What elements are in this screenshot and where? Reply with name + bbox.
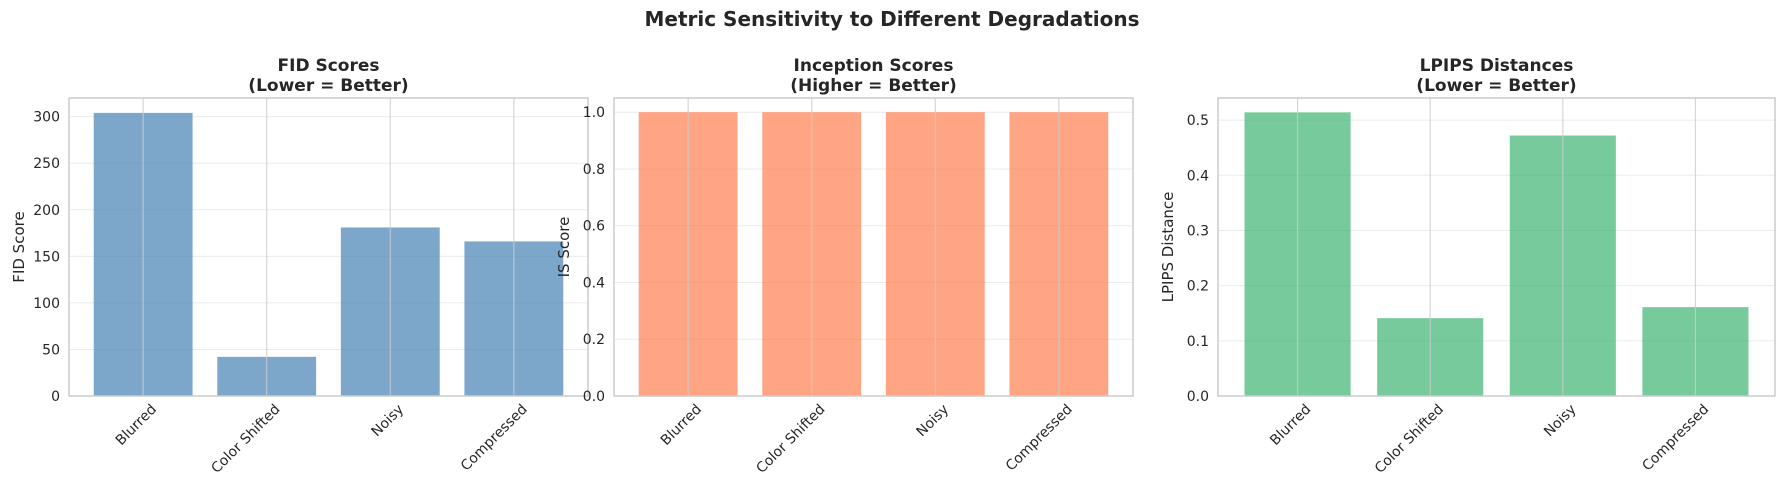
- y-axis-label: LPIPS Distance: [1159, 192, 1177, 303]
- y-tick-label: 0.0: [1187, 389, 1209, 405]
- y-tick-label: 0.2: [1187, 279, 1209, 295]
- y-tick-label: 300: [33, 110, 60, 126]
- y-tick-label: 0.0: [583, 389, 605, 405]
- y-axis-label: IS Score: [555, 217, 573, 278]
- y-tick-label: 250: [33, 156, 60, 172]
- y-tick-label: 200: [33, 203, 60, 219]
- y-tick-label: 0.5: [1187, 113, 1209, 129]
- axes-frame: [613, 97, 1134, 397]
- x-tick-label: Blurred: [1267, 402, 1314, 449]
- x-tick-label: Noisy: [1541, 402, 1580, 441]
- y-tick-label: 0.4: [583, 275, 605, 291]
- x-tick-label: Blurred: [658, 402, 705, 449]
- x-tick-label: Compressed: [1639, 402, 1712, 475]
- chart-title-line: Inception Scores: [794, 56, 954, 76]
- axes-frame: [1217, 97, 1776, 397]
- x-tick-label: Color Shifted: [208, 402, 283, 477]
- x-tick-label: Compressed: [458, 402, 531, 475]
- y-tick-label: 0: [51, 389, 60, 405]
- y-tick-label: 0.3: [1187, 223, 1209, 239]
- chart-panel-2: 0.0 0.2 0.4 0.6 0.8 1.0 Blurred Color Shifted No…: [555, 56, 1134, 477]
- figure-suptitle: Metric Sensitivity to Different Degradat…: [644, 7, 1139, 31]
- axes-frame: [68, 97, 589, 397]
- y-tick-label: 0.2: [583, 332, 605, 348]
- chart-panel-3: 0.0 0.1 0.2 0.3 0.4 0.5 Blurred Color Shifted No…: [1159, 56, 1776, 477]
- chart-title-line: (Lower = Better): [1416, 76, 1576, 96]
- y-tick-label: 0.6: [583, 219, 605, 235]
- y-axis-label: FID Score: [10, 211, 28, 282]
- x-tick-label: Blurred: [113, 402, 160, 449]
- chart-title-line: LPIPS Distances: [1420, 56, 1574, 76]
- y-tick-label: 1.0: [583, 105, 605, 121]
- y-tick-label: 0.4: [1187, 168, 1209, 184]
- x-tick-label: Noisy: [914, 402, 953, 441]
- chart-title-line: FID Scores: [278, 56, 380, 76]
- x-tick-label: Noisy: [369, 402, 408, 441]
- y-tick-label: 0.8: [583, 162, 605, 178]
- y-tick-label: 50: [42, 342, 60, 358]
- chart-panel-1: 0 50 100 150 200 250 300 Blurred Color Shifted No…: [10, 56, 589, 477]
- x-tick-label: Color Shifted: [753, 402, 828, 477]
- chart-title-line: (Higher = Better): [790, 76, 957, 96]
- y-tick-label: 100: [33, 296, 60, 312]
- chart-title-line: (Lower = Better): [248, 76, 408, 96]
- y-tick-label: 150: [33, 249, 60, 265]
- y-tick-label: 0.1: [1187, 334, 1209, 350]
- x-tick-label: Color Shifted: [1372, 402, 1447, 477]
- x-tick-label: Compressed: [1003, 402, 1076, 475]
